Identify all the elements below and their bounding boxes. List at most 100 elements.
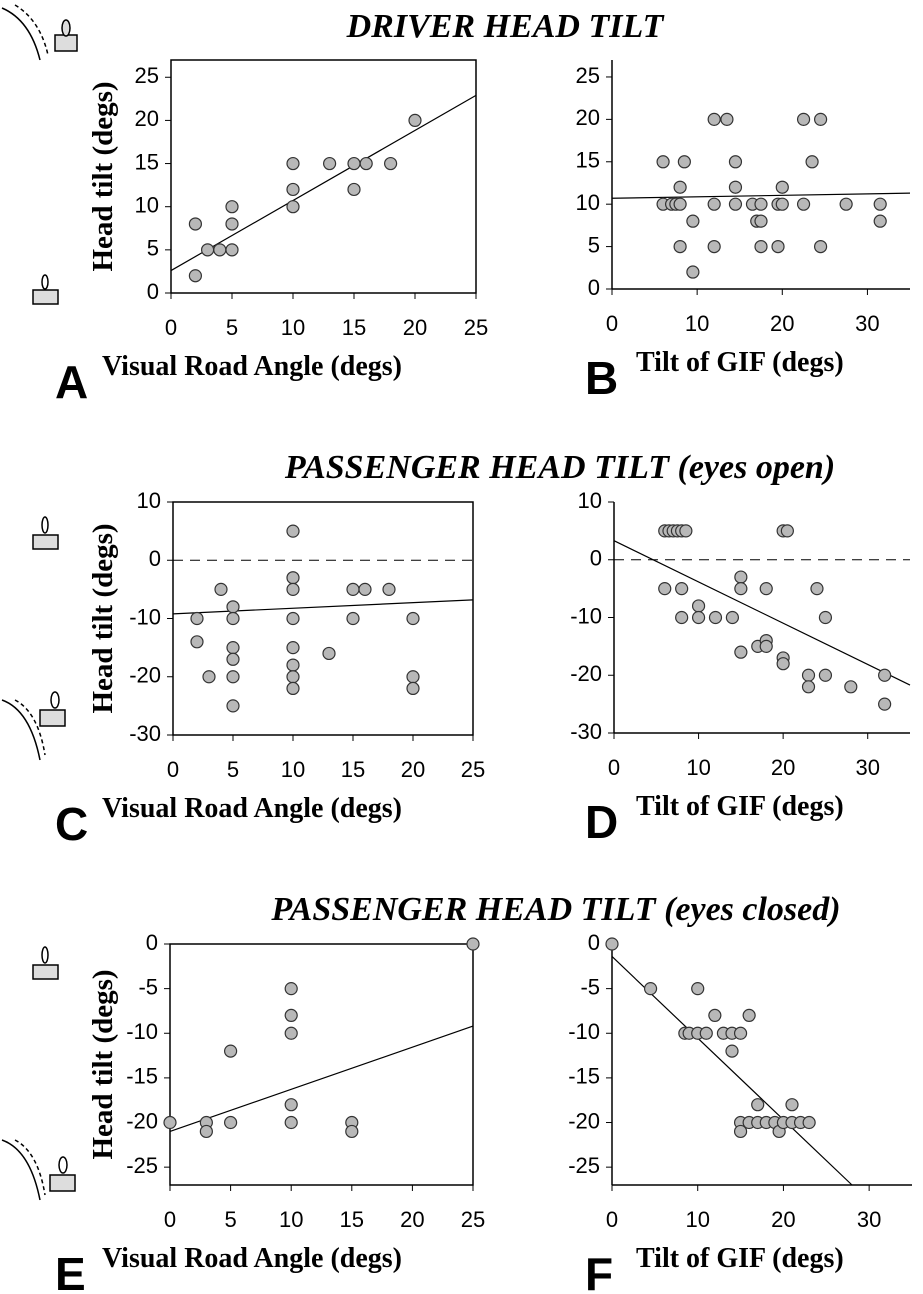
data-point xyxy=(285,1117,297,1129)
data-point xyxy=(287,158,299,170)
data-point xyxy=(786,1099,798,1111)
y-axis-label: Head tilt (degs) xyxy=(87,523,119,713)
data-point xyxy=(781,525,793,537)
plot-frame xyxy=(173,502,473,735)
data-point xyxy=(324,158,336,170)
data-point xyxy=(227,613,239,625)
section-title: PASSENGER HEAD TILT (eyes open) xyxy=(284,449,835,486)
y-tick-label: -15 xyxy=(126,1064,158,1089)
x-tick-label: 25 xyxy=(464,315,488,340)
data-point xyxy=(385,158,397,170)
y-tick-label: -5 xyxy=(580,974,600,999)
y-tick-label: -10 xyxy=(126,1019,158,1044)
data-point xyxy=(227,671,239,683)
y-tick-label: 0 xyxy=(146,930,158,955)
x-axis-label: Tilt of GIF (degs) xyxy=(636,347,844,378)
panel-label: C xyxy=(55,798,88,850)
data-point xyxy=(285,1099,297,1111)
plot-frame xyxy=(171,60,476,293)
trend-line xyxy=(614,541,910,685)
y-tick-label: 15 xyxy=(576,148,600,173)
data-point xyxy=(226,201,238,213)
data-point xyxy=(409,114,421,126)
trend-line xyxy=(612,193,910,198)
x-axis-label: Visual Road Angle (degs) xyxy=(102,351,402,382)
y-tick-label: -20 xyxy=(129,663,161,688)
data-point xyxy=(735,583,747,595)
data-point xyxy=(285,1027,297,1039)
y-tick-label: -25 xyxy=(568,1153,600,1178)
data-point xyxy=(709,612,721,624)
data-point xyxy=(226,244,238,256)
x-tick-label: 0 xyxy=(165,315,177,340)
y-tick-label: -30 xyxy=(129,721,161,746)
data-point xyxy=(191,613,203,625)
chart-panel: 05101520250510152025AVisual Road Angle (… xyxy=(55,60,488,408)
data-point xyxy=(692,983,704,995)
section-title: PASSENGER HEAD TILT (eyes closed) xyxy=(270,891,840,928)
data-point xyxy=(359,583,371,595)
data-point xyxy=(347,583,359,595)
data-point xyxy=(285,983,297,995)
data-point xyxy=(287,583,299,595)
y-tick-label: 0 xyxy=(147,279,159,304)
x-axis-label: Tilt of GIF (degs) xyxy=(636,1243,844,1274)
y-tick-label: -10 xyxy=(568,1019,600,1044)
data-point xyxy=(708,241,720,253)
data-point xyxy=(743,1009,755,1021)
data-point xyxy=(202,244,214,256)
y-tick-label: 15 xyxy=(135,149,159,174)
y-tick-label: 10 xyxy=(578,488,602,513)
data-point xyxy=(729,198,741,210)
data-point xyxy=(227,653,239,665)
data-point xyxy=(407,682,419,694)
data-point xyxy=(776,198,788,210)
data-point xyxy=(287,613,299,625)
data-point xyxy=(760,640,772,652)
y-tick-label: -15 xyxy=(568,1064,600,1089)
panel-label: E xyxy=(55,1248,86,1294)
x-tick-label: 0 xyxy=(167,757,179,782)
y-tick-label: 5 xyxy=(588,232,600,257)
x-tick-label: 0 xyxy=(608,755,620,780)
data-point xyxy=(708,198,720,210)
x-tick-label: 30 xyxy=(857,1207,881,1232)
data-point xyxy=(347,613,359,625)
x-tick-label: 10 xyxy=(685,1207,709,1232)
x-tick-label: 10 xyxy=(686,755,710,780)
data-point xyxy=(806,156,818,168)
data-point xyxy=(645,983,657,995)
data-point xyxy=(287,682,299,694)
data-point xyxy=(678,156,690,168)
y-tick-label: -10 xyxy=(129,604,161,629)
x-tick-label: 10 xyxy=(685,311,709,336)
y-tick-label: -20 xyxy=(570,661,602,686)
data-point xyxy=(657,156,669,168)
data-point xyxy=(285,1009,297,1021)
plot-frame xyxy=(170,944,473,1185)
data-point xyxy=(407,613,419,625)
data-point xyxy=(803,1117,815,1129)
figure: DRIVER HEAD TILT PASSENGER HEAD TILT (ey… xyxy=(0,0,923,1294)
data-point xyxy=(803,681,815,693)
y-tick-label: -30 xyxy=(570,719,602,744)
x-tick-label: 20 xyxy=(400,1207,424,1232)
y-tick-label: 0 xyxy=(149,546,161,571)
data-point xyxy=(879,669,891,681)
data-point xyxy=(348,158,360,170)
x-axis-label: Tilt of GIF (degs) xyxy=(636,791,844,822)
car-icon xyxy=(2,5,77,1200)
data-point xyxy=(798,198,810,210)
data-point xyxy=(729,156,741,168)
x-axis-label: Visual Road Angle (degs) xyxy=(102,793,402,824)
data-point xyxy=(676,612,688,624)
data-point xyxy=(845,681,857,693)
data-point xyxy=(287,572,299,584)
panel-label: F xyxy=(585,1248,613,1294)
y-tick-label: -5 xyxy=(138,974,158,999)
x-axis-label: Visual Road Angle (degs) xyxy=(102,1243,402,1274)
data-point xyxy=(203,671,215,683)
data-point xyxy=(735,571,747,583)
data-point xyxy=(227,700,239,712)
